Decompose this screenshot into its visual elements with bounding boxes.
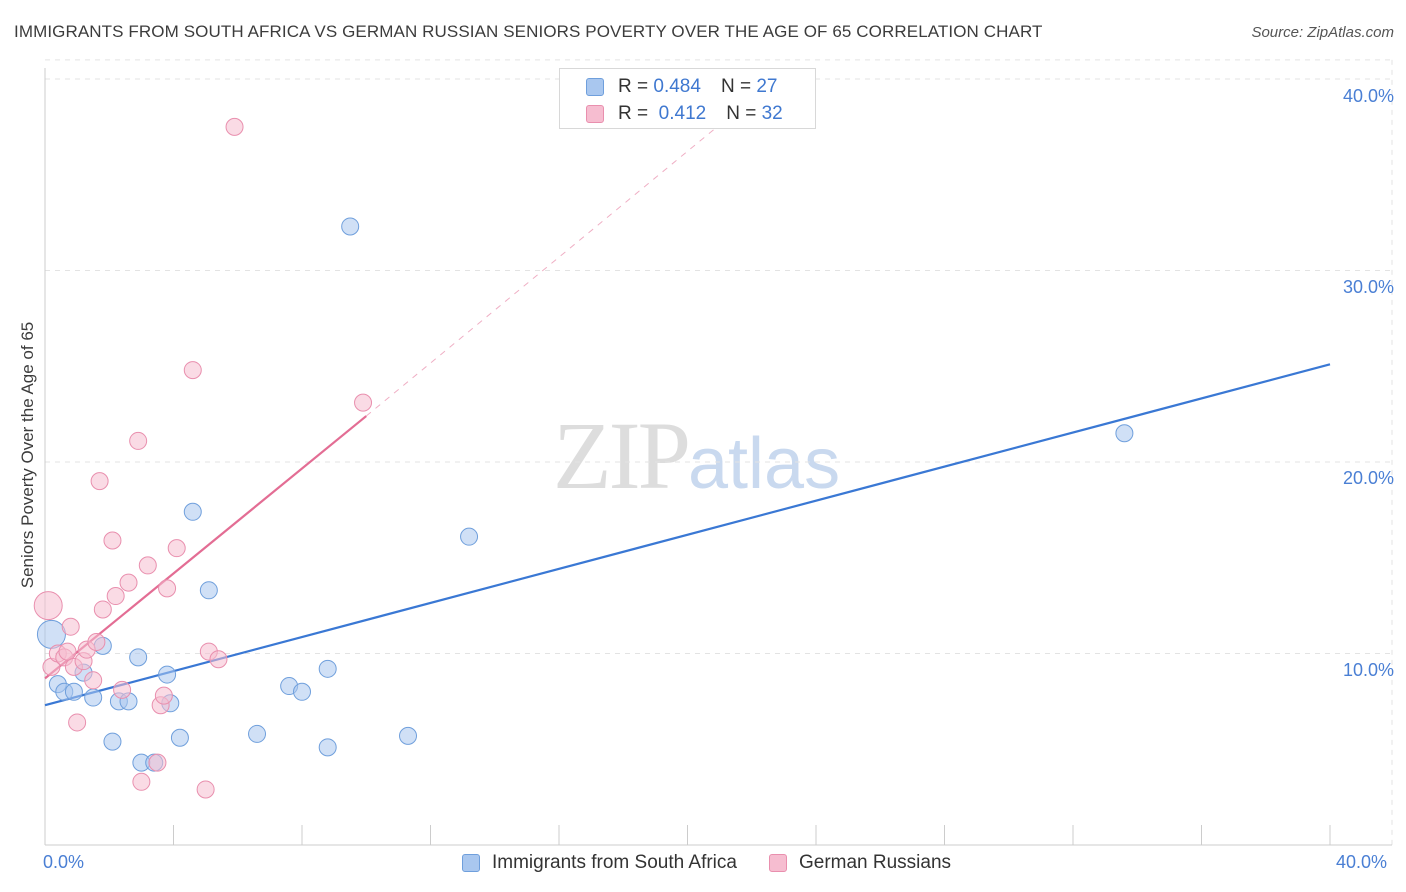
pink-data-point	[158, 579, 177, 598]
pink-data-point	[61, 617, 80, 636]
y-axis-label: Seniors Poverty Over the Age of 65	[18, 321, 37, 589]
pink-data-point	[119, 573, 138, 592]
blue-data-point	[129, 648, 148, 667]
legend-r-label: R =	[618, 103, 649, 124]
legend-r-label: R =	[618, 76, 649, 97]
y-tick-label-40: 40.0%	[1342, 86, 1394, 106]
pink-data-point	[196, 780, 215, 799]
series-label-pink: German Russians	[798, 852, 952, 873]
blue-data-point	[84, 688, 103, 707]
source-label: Source: ZipAtlas.com	[1251, 24, 1394, 41]
pink-data-point	[84, 671, 103, 690]
blue-data-point	[170, 728, 189, 747]
pink-data-point	[58, 642, 77, 661]
y-tick-label-20: 20.0%	[1342, 468, 1394, 488]
pink-trend-extension	[365, 111, 737, 417]
pink-data-point	[225, 117, 244, 136]
blue-data-point	[183, 502, 202, 521]
pink-data-point	[154, 686, 173, 705]
pink-data-point	[167, 539, 186, 558]
blue-data-point	[199, 581, 218, 600]
x-tick-label-max: 40.0%	[1336, 852, 1388, 872]
pink-data-point	[129, 431, 148, 450]
series-legend-item-blue: Immigrants from South Africa	[462, 852, 737, 874]
blue-data-point	[293, 682, 311, 701]
pink-data-point	[354, 393, 373, 412]
blue-data-point	[399, 726, 418, 745]
pink-data-point	[183, 361, 202, 380]
series-label-blue: Immigrants from South Africa	[492, 852, 737, 873]
blue-data-point	[103, 732, 122, 751]
legend: R = 0.484 N = 27 R = 0.412 N = 32	[559, 68, 816, 129]
blue-data-point	[318, 659, 337, 678]
grid-lines	[45, 59, 1393, 845]
trend-lines	[44, 111, 1331, 707]
watermark-atlas: atlas	[688, 424, 841, 504]
blue-trend-line	[44, 363, 1331, 707]
series-swatch-blue	[462, 854, 480, 872]
blue-data-point	[460, 527, 479, 546]
blue-data-point	[158, 665, 177, 684]
blue-data-point	[341, 217, 360, 236]
blue-data-point	[64, 682, 83, 701]
blue-data-point	[36, 619, 66, 649]
x-tick-label-min: 0.0%	[43, 852, 85, 872]
blue-data-point	[318, 738, 337, 757]
axes	[44, 68, 1392, 846]
pink-data-point	[132, 772, 151, 791]
legend-n-label: N =	[726, 103, 757, 124]
pink-data-point	[148, 753, 167, 772]
pink-data-point	[113, 680, 132, 699]
pink-data-point	[103, 531, 122, 550]
blue-data-point	[1115, 424, 1134, 443]
series-legend: Immigrants from South Africa German Russ…	[462, 852, 983, 874]
legend-row-blue: R = 0.484 N = 27	[586, 75, 777, 99]
watermark: ZIPatlas	[553, 400, 840, 511]
series-swatch-pink	[768, 854, 787, 872]
legend-n-value: 32	[761, 103, 783, 124]
legend-n-label: N =	[720, 76, 752, 97]
watermark-zip: ZIP	[553, 402, 691, 509]
pink-data-point	[87, 633, 106, 652]
pink-data-point	[138, 556, 157, 575]
legend-n-value: 27	[756, 76, 778, 97]
pink-data-point	[106, 587, 125, 606]
pink-data-point	[209, 650, 228, 669]
chart-title: IMMIGRANTS FROM SOUTH AFRICA VS GERMAN R…	[14, 22, 1043, 41]
pink-data-point	[93, 600, 112, 619]
y-tick-label-10: 10.0%	[1342, 660, 1394, 680]
legend-swatch-blue	[586, 78, 604, 96]
pink-data-point	[90, 472, 109, 491]
legend-row-pink: R = 0.412 N = 32	[586, 102, 783, 126]
pink-data-point	[68, 713, 87, 732]
legend-r-value: 0.484	[653, 76, 701, 97]
y-tick-label-30: 30.0%	[1342, 277, 1394, 297]
blue-data-point	[248, 724, 267, 743]
series-legend-item-pink: German Russians	[768, 852, 952, 874]
legend-swatch-pink	[586, 105, 604, 123]
legend-r-value: 0.412	[658, 103, 707, 124]
pink-data-point	[33, 591, 63, 621]
data-points	[33, 117, 1134, 799]
